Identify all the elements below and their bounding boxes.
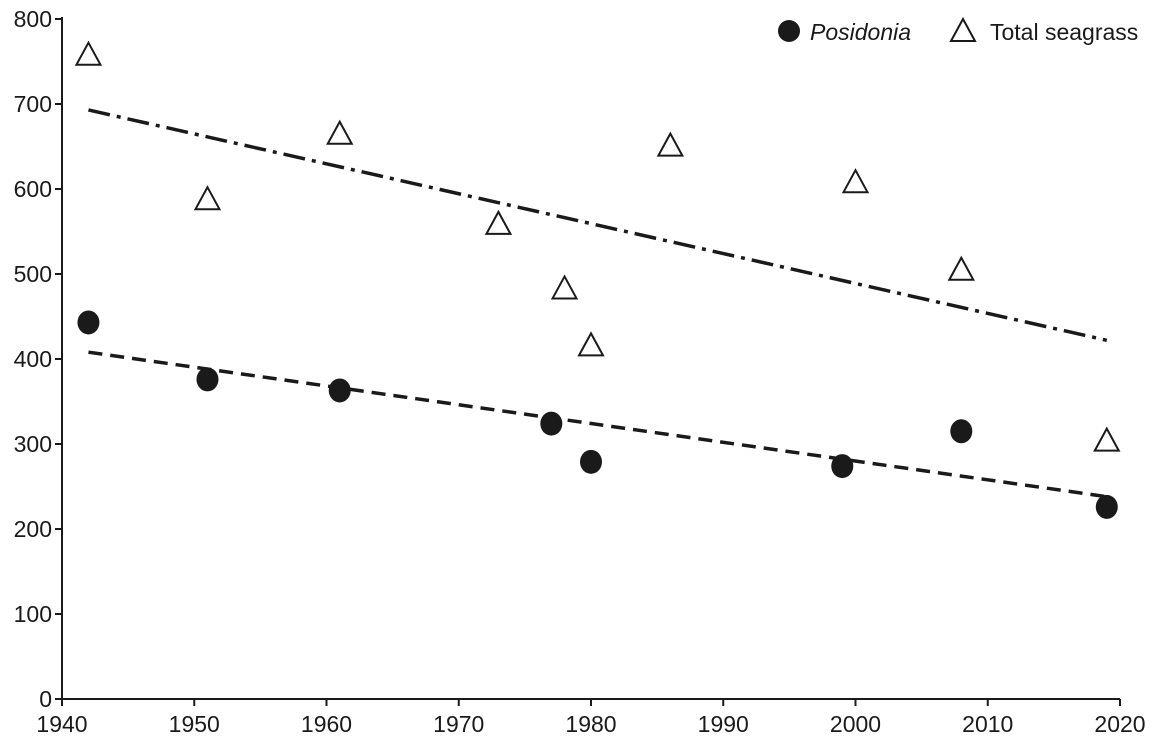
- x-axis-ticks: 1940 1950 1960 1970 1980 1990 2000 2010 2020: [36, 699, 1146, 737]
- y-tick-label: 0: [39, 686, 52, 712]
- posidonia-point: [328, 378, 351, 403]
- y-axis-ticks: 0 100 200 300 400 500 600 700 800: [14, 6, 62, 712]
- x-tick-label: 1950: [169, 711, 220, 737]
- data-markers: [74, 40, 1121, 519]
- x-tick-label: 1990: [698, 711, 749, 737]
- posidonia-point: [580, 449, 602, 474]
- total-seagrass-point: [656, 131, 685, 157]
- y-tick-label: 300: [14, 431, 52, 457]
- trendlines: [88, 108, 1108, 499]
- posidonia-point: [831, 454, 854, 479]
- x-tick-label: 1980: [565, 711, 616, 737]
- total-seagrass-point: [550, 274, 579, 300]
- total-seagrass-point: [193, 185, 222, 211]
- posidonia-point: [540, 411, 563, 436]
- y-tick-label: 600: [14, 176, 52, 202]
- legend-posidonia-marker: [778, 20, 800, 42]
- legend-posidonia-label: Posidonia: [810, 19, 911, 45]
- y-tick-label: 200: [14, 516, 52, 542]
- posidonia-point: [77, 310, 100, 335]
- posidonia-point: [196, 367, 219, 392]
- x-tick-label: 2020: [1094, 711, 1145, 737]
- x-tick-label: 2010: [962, 711, 1013, 737]
- y-tick-label: 800: [14, 6, 52, 32]
- total-seagrass-point: [484, 209, 513, 235]
- y-tick-label: 100: [14, 601, 52, 627]
- total-seagrass-point: [1093, 426, 1121, 452]
- total-seagrass-point: [577, 331, 605, 357]
- x-tick-label: 1970: [433, 711, 484, 737]
- posidonia-point: [950, 419, 973, 444]
- legend-total-seagrass-marker: [949, 16, 977, 42]
- y-tick-label: 500: [14, 261, 52, 287]
- y-tick-label: 400: [14, 346, 52, 372]
- trendline-0: [88, 350, 1108, 499]
- total-seagrass-point: [841, 168, 870, 194]
- trendline-1: [88, 108, 1108, 343]
- x-tick-label: 1960: [301, 711, 352, 737]
- y-tick-label: 700: [14, 91, 52, 117]
- x-tick-label: 1940: [36, 711, 87, 737]
- total-seagrass-point: [74, 40, 103, 66]
- x-tick-label: 2000: [830, 711, 881, 737]
- legend-total-seagrass-label: Total seagrass: [990, 19, 1138, 45]
- legend: Posidonia Total seagrass: [778, 16, 1138, 45]
- posidonia-point: [1095, 494, 1118, 519]
- total-seagrass-point: [947, 255, 975, 281]
- total-seagrass-point: [326, 119, 354, 145]
